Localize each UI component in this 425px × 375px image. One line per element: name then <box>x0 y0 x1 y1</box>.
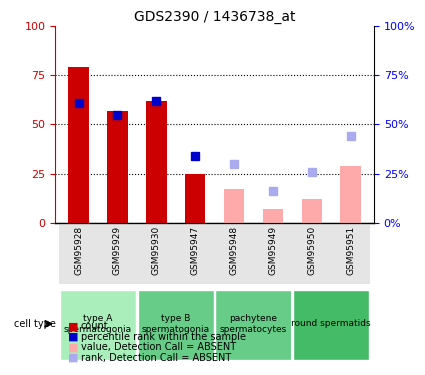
Text: GSM95947: GSM95947 <box>191 226 200 275</box>
Text: GSM95948: GSM95948 <box>230 226 238 275</box>
Text: GSM95950: GSM95950 <box>307 226 316 275</box>
Bar <box>137 223 176 284</box>
Text: pachytene
spermatocytes: pachytene spermatocytes <box>220 314 287 334</box>
Text: round spermatids: round spermatids <box>292 320 371 328</box>
Bar <box>302 199 322 223</box>
Bar <box>176 223 215 284</box>
Bar <box>59 223 98 284</box>
Text: count: count <box>81 321 108 331</box>
Text: GSM95949: GSM95949 <box>269 226 278 275</box>
Bar <box>146 101 167 223</box>
FancyBboxPatch shape <box>60 290 136 360</box>
Bar <box>185 174 205 223</box>
Text: GSM95930: GSM95930 <box>152 226 161 275</box>
Bar <box>215 223 253 284</box>
Text: value, Detection Call = ABSENT: value, Detection Call = ABSENT <box>81 342 236 352</box>
Bar <box>263 209 283 223</box>
Bar <box>224 189 244 223</box>
FancyBboxPatch shape <box>138 290 214 360</box>
Bar <box>98 223 137 284</box>
Text: rank, Detection Call = ABSENT: rank, Detection Call = ABSENT <box>81 353 231 363</box>
FancyBboxPatch shape <box>215 290 292 360</box>
Text: GSM95929: GSM95929 <box>113 226 122 275</box>
Bar <box>107 111 127 223</box>
Bar <box>68 68 89 223</box>
Bar <box>253 223 292 284</box>
Text: ■: ■ <box>68 353 79 363</box>
Bar <box>292 223 331 284</box>
Bar <box>340 166 361 223</box>
Text: cell type: cell type <box>14 319 56 329</box>
Text: ■: ■ <box>68 321 79 331</box>
FancyBboxPatch shape <box>293 290 369 360</box>
Text: ■: ■ <box>68 332 79 342</box>
Text: GSM95951: GSM95951 <box>346 226 355 275</box>
Title: GDS2390 / 1436738_at: GDS2390 / 1436738_at <box>134 10 295 24</box>
Text: percentile rank within the sample: percentile rank within the sample <box>81 332 246 342</box>
Text: ■: ■ <box>68 342 79 352</box>
Text: GSM95928: GSM95928 <box>74 226 83 275</box>
Bar <box>331 223 370 284</box>
Text: type A
spermatogonia: type A spermatogonia <box>64 314 132 334</box>
Text: type B
spermatogonia: type B spermatogonia <box>142 314 210 334</box>
